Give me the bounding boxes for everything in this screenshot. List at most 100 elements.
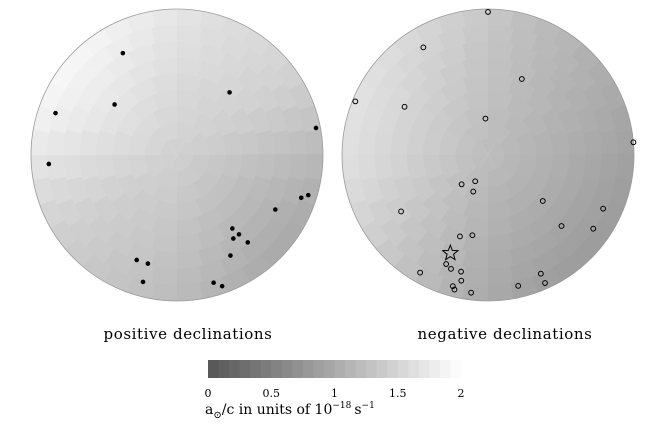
shading-cell: [529, 51, 560, 79]
shading-cell: [522, 173, 549, 202]
shading-cell: [479, 155, 497, 172]
shading-cell: [487, 57, 514, 77]
shading-cell: [445, 112, 472, 139]
shading-cell: [214, 88, 244, 117]
colorbar-swatch: [334, 360, 346, 378]
shading-cell: [73, 83, 101, 114]
data-point: [518, 76, 525, 82]
data-point: [401, 103, 408, 110]
shading-cell: [221, 129, 243, 155]
shading-cell: [390, 155, 410, 182]
shading-cell: [487, 105, 513, 127]
shading-cell: [398, 215, 428, 245]
shading-cell: [64, 42, 94, 73]
data-point: [145, 261, 151, 266]
shading-cell: [239, 46, 270, 75]
shading-cell: [609, 176, 633, 206]
shading-cell: [105, 52, 135, 80]
shading-cell: [461, 40, 488, 61]
colorbar-swatch: [260, 360, 272, 378]
shading-cell: [567, 62, 597, 92]
shading-cell: [127, 130, 149, 156]
shading-cell: [415, 249, 446, 276]
shading-cell: [49, 60, 78, 91]
shading-cell: [107, 70, 137, 99]
shading-cell: [130, 94, 159, 121]
shading-cell: [177, 249, 204, 270]
shading-cell: [582, 197, 609, 228]
shading-cell: [116, 108, 143, 137]
data-point: [417, 269, 424, 276]
shading-cell: [600, 198, 627, 229]
shading-cell: [342, 129, 361, 157]
shading-cell: [151, 282, 179, 301]
colorbar-swatch: [208, 360, 220, 378]
panel-label-negative: negative declinations: [418, 325, 593, 343]
shading-cell: [110, 88, 139, 118]
shading-cell: [436, 10, 466, 34]
shading-cell: [110, 193, 140, 222]
colorbar-swatch: [366, 360, 378, 378]
shading-cell: [438, 130, 460, 156]
shading-cell: [398, 65, 428, 95]
shading-cell: [568, 217, 597, 248]
shading-cell: [79, 129, 99, 156]
shading-cell: [532, 129, 554, 155]
shading-cell: [32, 104, 56, 134]
shading-cell: [84, 46, 114, 76]
shading-cell: [304, 128, 323, 155]
shading-cell: [177, 182, 202, 205]
data-point: [46, 161, 52, 167]
shading-cell: [487, 89, 514, 111]
shading-cell: [275, 59, 304, 91]
shading-cell: [488, 216, 514, 237]
map-border-negative: [341, 8, 635, 302]
data-point: [482, 115, 489, 122]
shading-cell: [592, 176, 617, 205]
data-point: [305, 192, 311, 198]
shading-cell: [461, 9, 488, 28]
shading-cell: [198, 26, 227, 51]
shading-cell: [487, 73, 514, 94]
shading-cell: [488, 266, 515, 286]
shading-cell: [256, 62, 286, 92]
shading-cell: [128, 77, 157, 103]
shading-cell: [437, 27, 466, 51]
shading-cell: [552, 253, 584, 282]
shading-cell: [504, 112, 531, 139]
shading-cell: [211, 108, 238, 137]
shading-cell: [343, 104, 367, 134]
shading-cell: [445, 171, 472, 198]
shading-cell: [195, 189, 224, 216]
shading-cell: [84, 235, 115, 264]
shading-cell: [522, 108, 549, 137]
data-point: [140, 279, 146, 285]
shading-cell: [218, 51, 249, 79]
data-point: [630, 139, 637, 146]
shading-cell: [103, 34, 134, 62]
shading-cell: [379, 62, 408, 93]
shading-cell: [515, 130, 538, 155]
colorbar-swatch: [397, 360, 409, 378]
shading-cell: [379, 218, 409, 248]
shading-cell: [508, 224, 538, 250]
data-point: [458, 181, 465, 188]
shading-cell: [507, 77, 537, 103]
shading-cell: [361, 219, 390, 251]
colorbar-swatch: [271, 360, 283, 378]
data-point: [590, 225, 597, 232]
shading-cell: [439, 225, 468, 250]
shading-cell: [599, 80, 626, 111]
shading-cell: [462, 216, 489, 237]
shading-cell: [532, 266, 563, 293]
shading-cell: [582, 128, 603, 155]
shading-cell: [255, 128, 275, 155]
shading-cell: [506, 189, 535, 216]
data-point: [231, 236, 236, 241]
shading-cell: [176, 24, 203, 44]
shading-cell: [87, 65, 117, 95]
shading-cell: [150, 24, 177, 44]
colorbar-swatch: [239, 360, 251, 378]
shading-cell: [150, 57, 177, 77]
shading-cell: [540, 106, 566, 135]
